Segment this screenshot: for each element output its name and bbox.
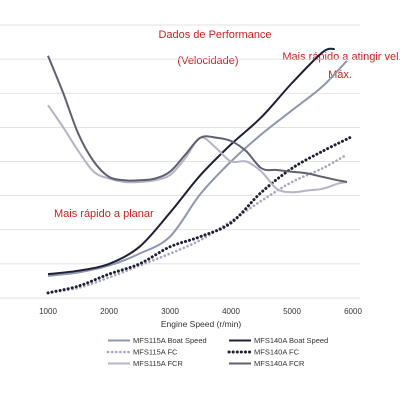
- legend-label-2: MFS115A FC: [133, 348, 178, 357]
- x-tick-labels: 1000 2000 3000 4000 5000 6000: [39, 307, 362, 316]
- series-line-2: [46, 153, 349, 295]
- x-tick-label: 6000: [344, 307, 362, 316]
- legend-label-1: MFS140A Boat Speed: [254, 336, 328, 345]
- series-line-5: [47, 55, 348, 183]
- x-axis-label: Engine Speed (r/min): [161, 319, 241, 329]
- legend-label-0: MFS115A Boat Speed: [133, 336, 207, 345]
- x-tick-label: 2000: [100, 307, 118, 316]
- legend-label-3: MFS140A FC: [254, 348, 300, 357]
- legend-label-5: MFS140A FCR: [254, 359, 305, 368]
- annotation-max-speed-line2: Máx.: [328, 69, 352, 81]
- annotation-max-speed-line1: Mais rápido a atingir vel.: [282, 51, 400, 63]
- x-tick-label: 4000: [222, 307, 240, 316]
- series-line-0: [47, 60, 348, 277]
- chart-title: Dados de Performance: [158, 29, 271, 41]
- series-lines: [46, 47, 352, 295]
- x-tick-label: 5000: [283, 307, 301, 316]
- series-line-3: [46, 136, 352, 295]
- x-tick-label: 1000: [39, 307, 57, 316]
- x-tick-label: 3000: [161, 307, 179, 316]
- chart-subtitle: (Velocidade): [177, 55, 238, 67]
- legend-label-4: MFS115A FCR: [133, 359, 183, 368]
- legend: MFS115A Boat Speed MFS140A Boat Speed MFS1…: [106, 336, 328, 368]
- annotation-planing: Mais rápido a planar: [54, 208, 154, 220]
- series-line-1: [47, 47, 335, 276]
